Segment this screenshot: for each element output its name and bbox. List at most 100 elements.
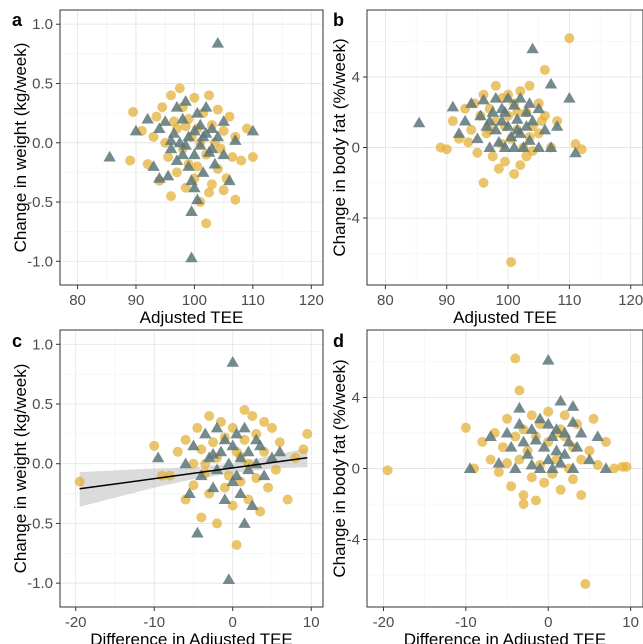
data-point-triangle xyxy=(486,106,499,117)
x-tick-label: -10 xyxy=(143,614,165,631)
data-point-circle xyxy=(201,218,212,229)
data-point-triangle xyxy=(533,412,547,424)
data-point-triangle xyxy=(182,130,195,142)
data-point-triangle xyxy=(495,114,509,126)
data-point-circle xyxy=(247,151,258,162)
data-point-triangle xyxy=(521,448,534,459)
data-point-triangle xyxy=(513,401,526,413)
data-layer xyxy=(412,33,587,268)
panel-d: -20 -10 0 10 -4 0 4 Difference in Adjusted TEE C… xyxy=(330,329,643,644)
data-point-triangle xyxy=(246,124,260,136)
data-point-triangle xyxy=(191,526,204,538)
data-point-triangle xyxy=(222,573,235,585)
data-point-circle xyxy=(514,454,525,465)
data-point-triangle xyxy=(532,141,545,152)
data-point-triangle xyxy=(176,112,189,124)
data-point-circle xyxy=(218,185,229,196)
data-layer xyxy=(382,353,632,589)
data-point-circle xyxy=(510,431,521,442)
data-point-triangle xyxy=(257,469,271,481)
data-point-circle xyxy=(196,444,207,455)
data-point-circle xyxy=(164,470,175,481)
y-tick-label: 0.5 xyxy=(32,396,53,413)
data-point-triangle xyxy=(194,118,207,130)
data-point-triangle xyxy=(188,124,201,136)
data-point-circle xyxy=(564,33,575,44)
data-point-circle xyxy=(497,442,508,453)
data-point-circle xyxy=(227,151,238,162)
x-tick-label: 110 xyxy=(241,292,265,309)
data-point-circle xyxy=(466,124,477,135)
data-point-triangle xyxy=(514,91,527,103)
data-point-circle xyxy=(515,86,526,97)
data-point-triangle xyxy=(483,141,496,152)
data-point-circle xyxy=(212,518,223,529)
data-point-circle xyxy=(239,404,250,415)
y-tick-label: -4 xyxy=(347,210,360,227)
data-point-triangle xyxy=(196,130,210,142)
data-point-triangle xyxy=(504,440,518,452)
data-point-circle xyxy=(588,413,599,424)
data-point-triangle xyxy=(161,169,175,181)
data-point-triangle xyxy=(226,475,239,487)
data-point-circle xyxy=(460,422,471,433)
data-point-triangle xyxy=(211,36,224,48)
data-point-triangle xyxy=(246,499,259,510)
data-point-circle xyxy=(171,167,182,178)
data-point-circle xyxy=(298,444,309,455)
data-point-triangle xyxy=(226,356,239,367)
data-point-circle xyxy=(166,90,177,101)
data-point-triangle xyxy=(210,421,224,433)
data-point-circle xyxy=(543,406,554,417)
data-point-triangle xyxy=(474,109,487,121)
data-point-circle xyxy=(302,428,313,439)
data-point-circle xyxy=(493,467,504,478)
data-point-triangle xyxy=(511,123,524,135)
x-axis-title: Adjusted TEE xyxy=(140,308,244,327)
x-axis-title: Adjusted TEE xyxy=(453,308,557,327)
data-point-triangle xyxy=(500,426,514,438)
data-point-triangle xyxy=(591,430,604,442)
data-point-circle xyxy=(576,144,587,155)
data-point-triangle xyxy=(205,142,219,154)
data-point-triangle xyxy=(229,134,242,145)
data-point-circle xyxy=(510,353,521,364)
data-point-circle xyxy=(236,155,247,166)
data-point-circle xyxy=(477,436,488,447)
x-tick-label: 0 xyxy=(229,614,237,631)
data-point-circle xyxy=(290,452,301,463)
data-point-triangle xyxy=(471,132,484,144)
data-point-circle xyxy=(180,182,191,193)
data-point-triangle xyxy=(554,394,567,406)
data-point-triangle xyxy=(273,445,287,457)
data-point-triangle xyxy=(187,439,200,451)
data-point-triangle xyxy=(179,95,192,106)
data-point-triangle xyxy=(517,141,530,152)
data-point-triangle xyxy=(210,463,224,475)
data-point-triangle xyxy=(538,123,552,135)
data-point-circle xyxy=(382,465,393,476)
data-point-circle xyxy=(212,104,223,115)
data-point-triangle xyxy=(199,100,213,112)
x-axis-title: Difference in Adjusted TEE xyxy=(404,630,607,644)
data-point-triangle xyxy=(211,130,224,142)
data-point-triangle xyxy=(511,113,524,124)
data-point-triangle xyxy=(508,98,521,110)
y-tick-label: 4 xyxy=(352,389,360,406)
data-point-triangle xyxy=(159,115,172,126)
data-point-triangle xyxy=(191,193,204,205)
data-point-circle xyxy=(192,161,203,172)
data-point-triangle xyxy=(234,451,247,463)
data-point-triangle xyxy=(566,462,580,473)
data-point-triangle xyxy=(489,91,502,103)
x-tick-label: 80 xyxy=(377,292,394,309)
data-point-triangle xyxy=(489,123,502,135)
data-point-circle xyxy=(180,121,191,132)
data-point-circle xyxy=(157,102,168,113)
data-point-triangle xyxy=(484,430,497,442)
x-tick-label: -10 xyxy=(455,614,477,631)
data-point-triangle xyxy=(465,97,478,108)
trend-line xyxy=(79,457,308,490)
data-point-triangle xyxy=(508,141,521,152)
